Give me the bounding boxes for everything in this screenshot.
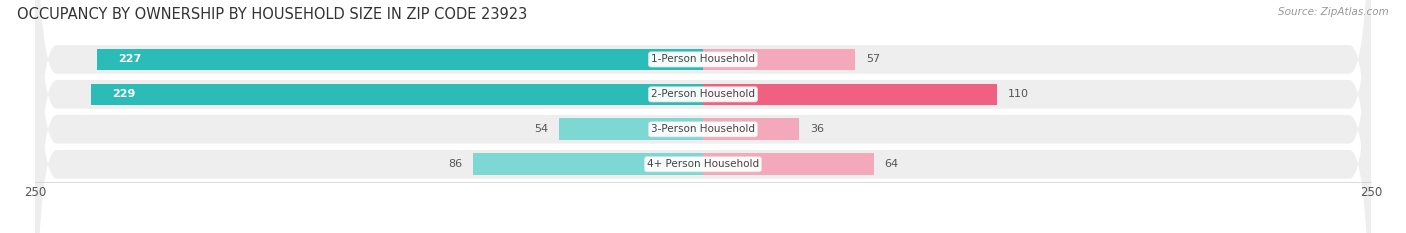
Text: OCCUPANCY BY OWNERSHIP BY HOUSEHOLD SIZE IN ZIP CODE 23923: OCCUPANCY BY OWNERSHIP BY HOUSEHOLD SIZE… <box>17 7 527 22</box>
FancyBboxPatch shape <box>35 0 1371 233</box>
Text: 54: 54 <box>534 124 548 134</box>
FancyBboxPatch shape <box>35 0 1371 233</box>
Bar <box>91 83 703 105</box>
Bar <box>558 118 703 140</box>
FancyBboxPatch shape <box>35 0 1371 233</box>
Text: 2-Person Household: 2-Person Household <box>651 89 755 99</box>
Text: 229: 229 <box>112 89 136 99</box>
Text: 3-Person Household: 3-Person Household <box>651 124 755 134</box>
Bar <box>474 153 703 175</box>
Text: 4+ Person Household: 4+ Person Household <box>647 159 759 169</box>
Bar <box>97 49 703 70</box>
Bar <box>703 118 799 140</box>
Text: 227: 227 <box>118 55 141 64</box>
Bar <box>703 153 875 175</box>
Text: 36: 36 <box>810 124 824 134</box>
Text: Source: ZipAtlas.com: Source: ZipAtlas.com <box>1278 7 1389 17</box>
Text: 64: 64 <box>884 159 898 169</box>
Text: 57: 57 <box>866 55 880 64</box>
Text: 1-Person Household: 1-Person Household <box>651 55 755 64</box>
Text: 86: 86 <box>449 159 463 169</box>
Bar <box>703 49 855 70</box>
Text: 110: 110 <box>1008 89 1029 99</box>
FancyBboxPatch shape <box>35 0 1371 233</box>
Bar <box>703 83 997 105</box>
